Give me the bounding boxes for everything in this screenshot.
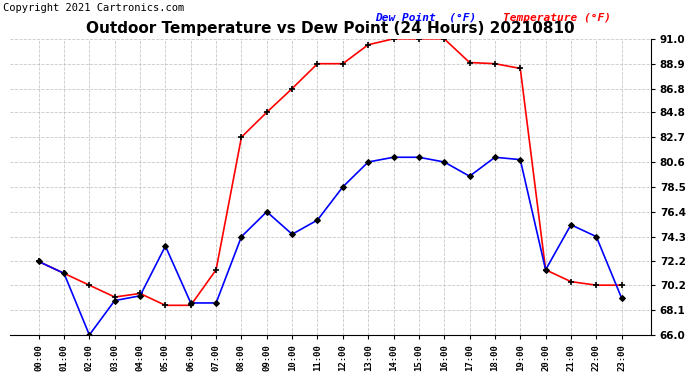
- Text: Copyright 2021 Cartronics.com: Copyright 2021 Cartronics.com: [3, 3, 184, 13]
- Title: Outdoor Temperature vs Dew Point (24 Hours) 20210810: Outdoor Temperature vs Dew Point (24 Hou…: [86, 21, 575, 36]
- Text: Dew Point  (°F): Dew Point (°F): [375, 12, 476, 22]
- Text: Temperature (°F): Temperature (°F): [503, 12, 611, 22]
